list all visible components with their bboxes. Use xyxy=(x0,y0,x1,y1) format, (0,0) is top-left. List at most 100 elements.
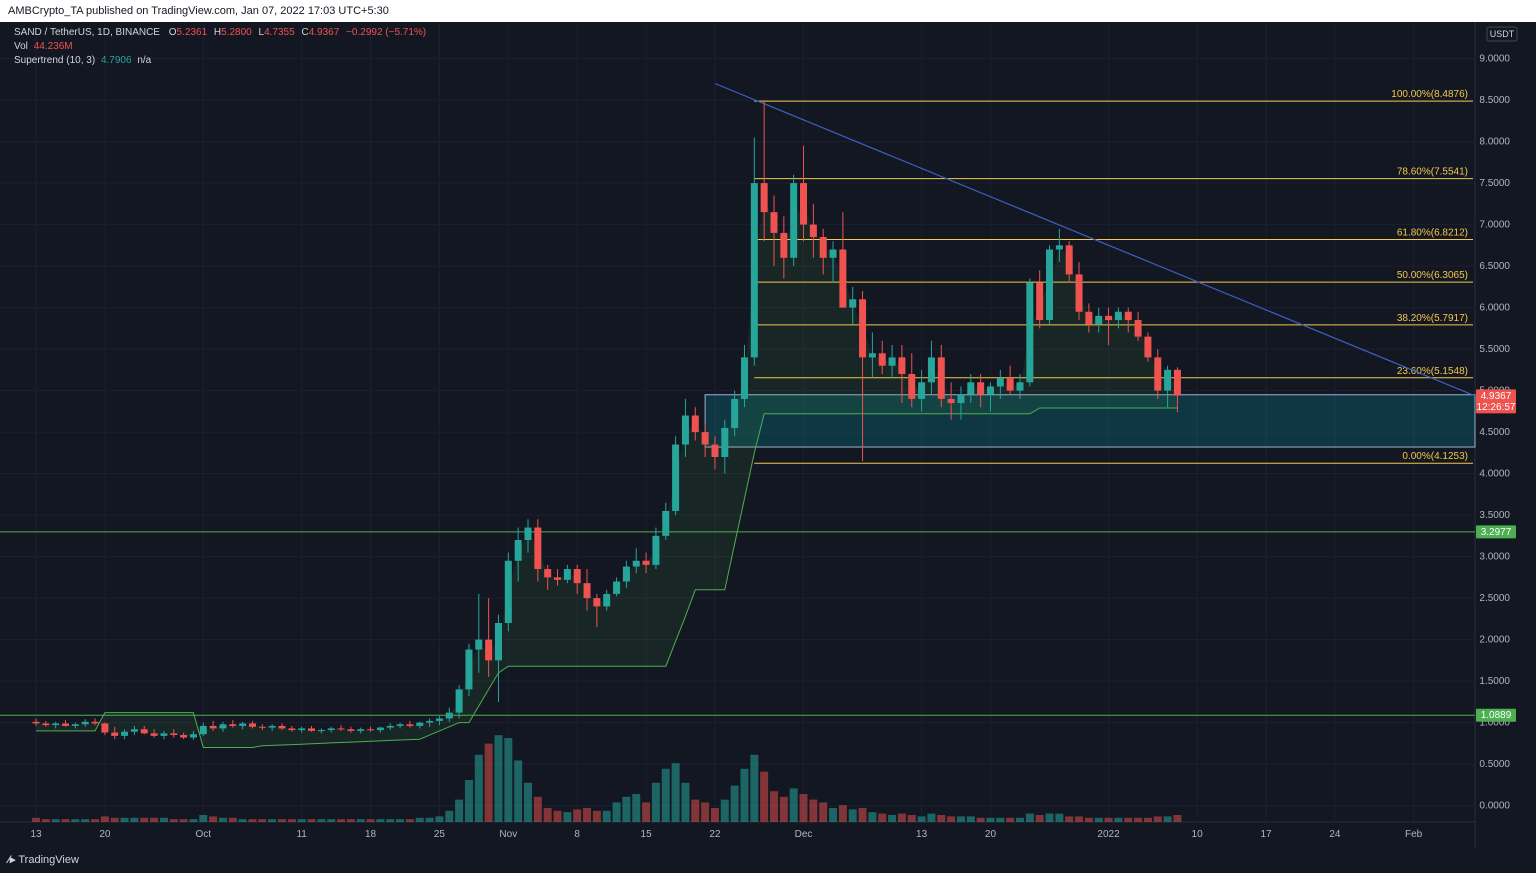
candle-body xyxy=(957,394,965,404)
candle-body xyxy=(170,733,178,736)
volume-bar xyxy=(238,819,247,822)
candle-body xyxy=(563,569,571,580)
grid xyxy=(0,22,1475,822)
candle-body xyxy=(367,729,375,731)
time-tick-label: 10 xyxy=(1192,829,1204,840)
candle-body xyxy=(809,224,817,238)
volume-bar xyxy=(494,735,503,822)
candle-body xyxy=(681,415,689,445)
time-tick-label: 15 xyxy=(641,829,653,840)
candle-body xyxy=(1046,249,1054,321)
time-tick-label: 25 xyxy=(434,829,446,840)
time-tick-label: 13 xyxy=(916,829,928,840)
volume-bar xyxy=(622,796,631,822)
candle-body xyxy=(1095,315,1103,325)
level-high-tag-text: 3.2977 xyxy=(1481,527,1512,538)
demand-zone-box xyxy=(704,394,1476,448)
volume-bar xyxy=(209,816,218,822)
candle-body xyxy=(32,721,40,724)
open-value: 5.2361 xyxy=(176,27,208,38)
currency-badge[interactable]: USDT xyxy=(1486,26,1518,42)
candle-body xyxy=(62,723,70,726)
candle-body xyxy=(1154,357,1162,391)
volume-bar xyxy=(514,760,523,822)
volume-bar xyxy=(583,808,592,822)
volume-bar xyxy=(1075,816,1084,822)
candle-body xyxy=(1006,378,1014,391)
current-price-tag-text: 12:26:57 xyxy=(1477,402,1516,413)
volume-bar xyxy=(258,819,267,822)
volume-bar xyxy=(504,738,513,822)
volume-bar xyxy=(543,808,552,822)
candle-body xyxy=(308,728,316,731)
price-tick-label: 3.5000 xyxy=(1479,510,1510,521)
tradingview-logo[interactable]: ⁄▸ TradingView xyxy=(8,853,79,866)
volume-bar xyxy=(799,794,808,822)
supertrend-fill xyxy=(36,197,1178,748)
volume-bar xyxy=(533,796,542,822)
candle-body xyxy=(524,527,532,540)
volume-bar xyxy=(651,782,660,822)
volume-bar xyxy=(573,809,582,822)
volume-bar xyxy=(32,817,40,822)
time-tick-label: 17 xyxy=(1260,829,1272,840)
time-tick-label: 20 xyxy=(985,829,997,840)
candle-body xyxy=(770,212,778,233)
candle-body xyxy=(278,725,286,729)
candle-body xyxy=(800,183,808,225)
currency-badge-box xyxy=(1486,26,1518,42)
volume-bar xyxy=(868,812,877,822)
candle-body xyxy=(91,721,99,724)
volume-bar xyxy=(71,819,80,822)
fib-label: 61.80%(6.8212) xyxy=(1397,227,1468,238)
volume-bar xyxy=(750,754,759,822)
currency-label: USDT xyxy=(1490,29,1515,39)
volume-bar xyxy=(789,788,798,822)
candle-body xyxy=(986,386,994,395)
volume-bar xyxy=(986,817,995,822)
volume-bar xyxy=(947,816,956,822)
candle-body xyxy=(613,581,621,594)
candle-body xyxy=(1016,382,1024,391)
volume-bar xyxy=(366,819,375,822)
candle-body xyxy=(721,427,729,457)
price-chart[interactable]: 100.00%(8.4876) 78.60%(7.5541) 61.80%(6.82… xyxy=(0,22,1536,848)
candle-body xyxy=(1164,369,1172,391)
supertrend-legend: Supertrend (10, 3) 4.7906 n/a xyxy=(14,55,151,66)
volume-bar xyxy=(1143,817,1152,822)
candle-body xyxy=(888,357,896,366)
trendline xyxy=(714,82,1483,400)
candle-body xyxy=(337,728,345,730)
volume-bar xyxy=(681,782,690,822)
candle-body xyxy=(1144,336,1152,358)
descending-trendline xyxy=(714,82,1483,400)
volume-bar xyxy=(779,796,788,822)
price-tick-label: 8.0000 xyxy=(1479,137,1510,148)
price-tick-label: 6.5000 xyxy=(1479,261,1510,272)
volume-bar xyxy=(189,819,198,822)
time-tick-label: 22 xyxy=(709,829,721,840)
supertrend-line xyxy=(36,407,1178,748)
volume-bar xyxy=(937,815,946,822)
volume-bar xyxy=(829,808,838,822)
candle-body xyxy=(327,728,335,731)
close-value: 4.9367 xyxy=(308,27,340,38)
price-tick-label: 2.5000 xyxy=(1479,593,1510,604)
fib-label: 78.60%(7.5541) xyxy=(1397,167,1468,178)
volume-bar xyxy=(248,819,257,822)
candle-body xyxy=(445,712,453,719)
time-tick-label: 13 xyxy=(30,829,42,840)
volume-bar xyxy=(642,802,651,822)
volume-bar xyxy=(100,816,109,822)
price-tick-label: 1.0000 xyxy=(1479,718,1510,729)
volume-bar xyxy=(120,817,129,822)
price-axis[interactable]: 9.0000 8.5000 8.0000 7.5000 7.0000 6.5000 6.00… xyxy=(1479,54,1510,812)
candle-body xyxy=(42,723,50,726)
candle-body xyxy=(347,729,355,731)
candle-body xyxy=(878,353,886,366)
time-axis[interactable]: 13 20 Oct 11 18 25 Nov 8 15 22 Dec 13 20 2022 10 17 24 Fe… xyxy=(30,829,1422,840)
volume-bar xyxy=(592,810,601,822)
candle-body xyxy=(839,249,847,308)
volume-bar xyxy=(435,816,444,822)
